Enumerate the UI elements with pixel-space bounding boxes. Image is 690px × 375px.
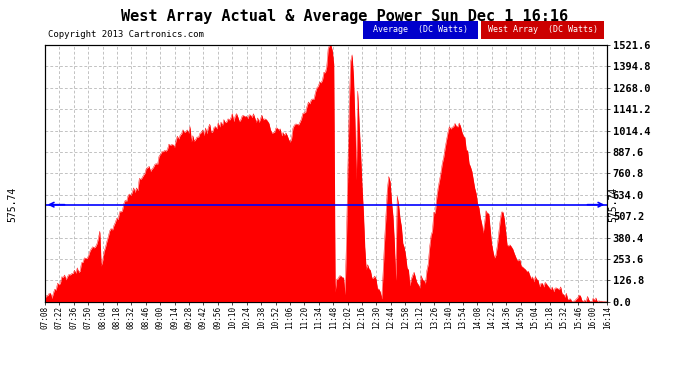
Text: West Array Actual & Average Power Sun Dec 1 16:16: West Array Actual & Average Power Sun De… [121, 9, 569, 24]
FancyBboxPatch shape [362, 21, 478, 39]
Text: 575.74: 575.74 [608, 187, 618, 222]
Text: West Array  (DC Watts): West Array (DC Watts) [488, 25, 598, 34]
FancyBboxPatch shape [481, 21, 604, 39]
Text: 575.74: 575.74 [7, 187, 17, 222]
Text: Copyright 2013 Cartronics.com: Copyright 2013 Cartronics.com [48, 30, 204, 39]
Text: Average  (DC Watts): Average (DC Watts) [373, 25, 468, 34]
